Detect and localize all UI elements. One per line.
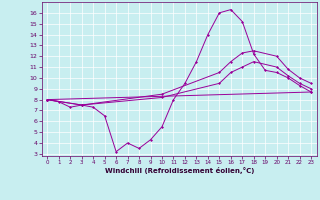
X-axis label: Windchill (Refroidissement éolien,°C): Windchill (Refroidissement éolien,°C) [105, 167, 254, 174]
